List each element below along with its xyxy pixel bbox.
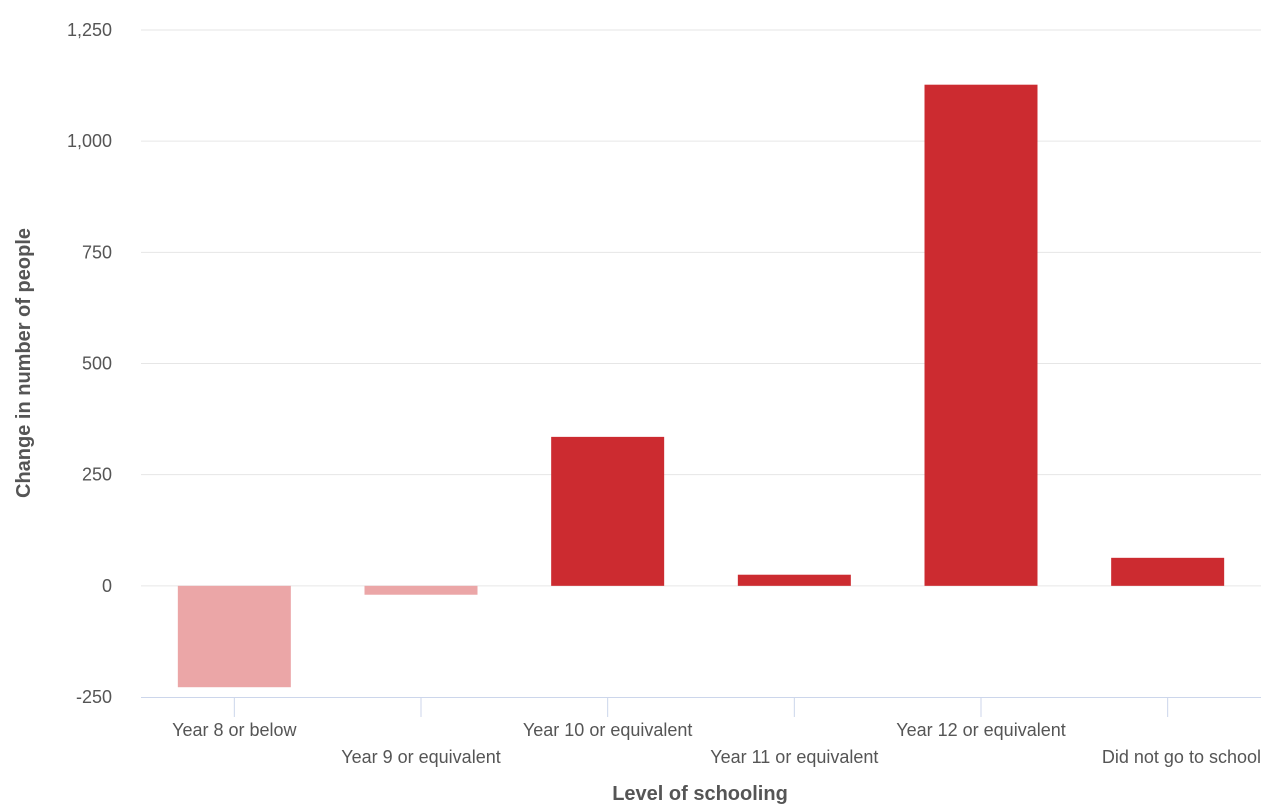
y-tick-label: 0	[102, 576, 112, 596]
y-axis-title: Change in number of people	[13, 228, 35, 498]
x-tick-label: Year 10 or equivalent	[523, 720, 692, 740]
y-tick-label: 1,250	[67, 20, 112, 40]
x-tick-label: Year 9 or equivalent	[341, 747, 500, 767]
x-axis	[141, 697, 1261, 717]
x-tick-label: Year 12 or equivalent	[896, 720, 1065, 740]
bar[interactable]	[364, 585, 478, 595]
x-tick-label: Year 11 or equivalent	[710, 747, 878, 767]
grid-lines	[141, 29, 1261, 587]
bar[interactable]	[1111, 557, 1225, 586]
bar[interactable]	[551, 436, 665, 586]
x-tick-label: Did not go to school	[1102, 747, 1261, 767]
y-tick-label: -250	[76, 687, 112, 707]
y-tick-label: 500	[82, 354, 112, 374]
bars	[177, 84, 1225, 688]
y-tick-labels: -250 0 250 500 750 1,000 1,250	[67, 20, 112, 707]
bar[interactable]	[924, 84, 1038, 586]
x-axis-title: Level of schooling	[612, 783, 788, 805]
y-tick-label: 1,000	[67, 131, 112, 151]
x-tick-label: Year 8 or below	[172, 720, 297, 740]
bar[interactable]	[177, 585, 291, 688]
y-tick-label: 250	[82, 465, 112, 485]
bar[interactable]	[737, 574, 851, 586]
y-tick-label: 750	[82, 242, 112, 262]
x-tick-labels: Year 8 or below Year 9 or equivalent Year …	[172, 720, 1261, 767]
